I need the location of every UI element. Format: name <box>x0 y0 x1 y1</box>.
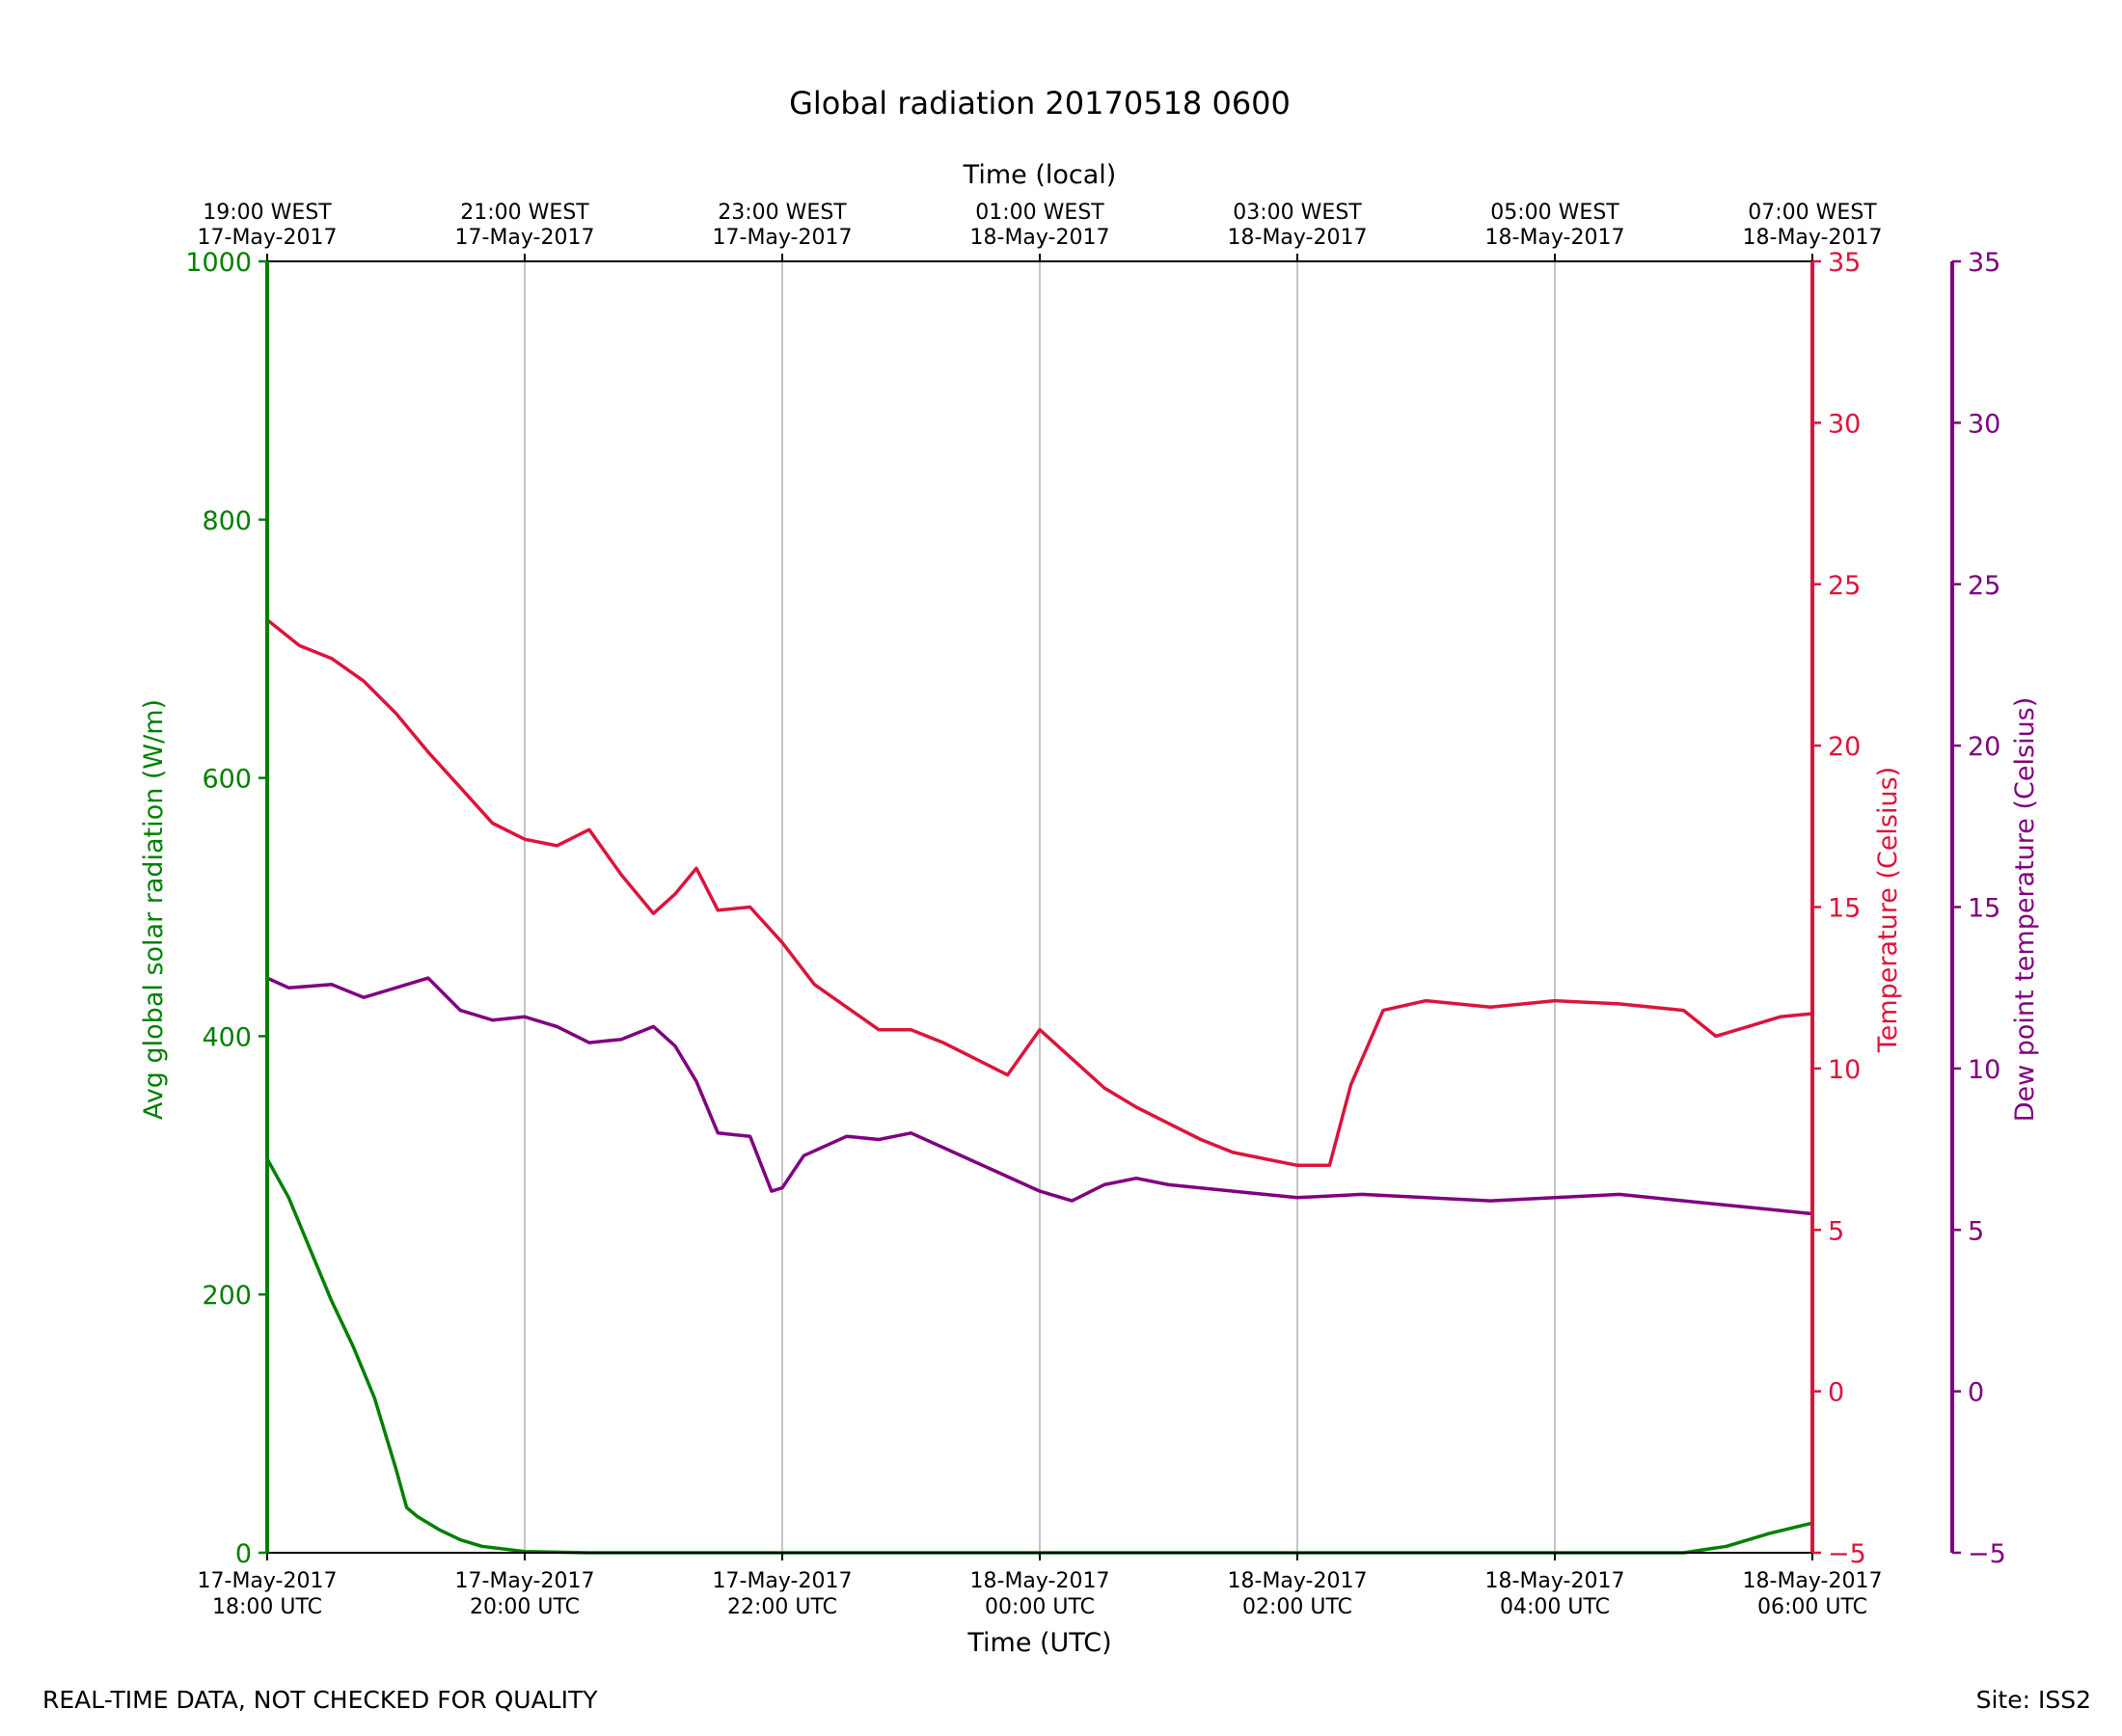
x-tick-label-top-time: 21:00 WEST <box>460 201 589 225</box>
dewpoint-y-tick-label: 5 <box>1968 1216 1984 1246</box>
radiation-y-tick-label: 200 <box>202 1281 252 1311</box>
x-tick-label-bottom-time: 00:00 UTC <box>985 1595 1095 1619</box>
quality-disclaimer: REAL-TIME DATA, NOT CHECKED FOR QUALITY <box>42 1686 598 1714</box>
dewpoint-y-tick-label: 35 <box>1968 248 2000 278</box>
temperature-y-tick-label: 0 <box>1828 1378 1844 1408</box>
dewpoint-y-tick-label: 25 <box>1968 571 2000 601</box>
radiation-y-tick-label: 1000 <box>185 248 252 278</box>
site-label: Site: ISS2 <box>1975 1686 2091 1714</box>
x-tick-label-bottom-time: 04:00 UTC <box>1500 1595 1610 1619</box>
x-tick-label-top-time: 01:00 WEST <box>975 201 1104 225</box>
x-tick-label-top-date: 18-May-2017 <box>1743 226 1883 250</box>
x-tick-label-top-date: 18-May-2017 <box>1485 226 1625 250</box>
x-tick-label-bottom-date: 17-May-2017 <box>713 1569 853 1593</box>
x-tick-label-bottom-date: 18-May-2017 <box>1743 1569 1883 1593</box>
temperature-y-tick-label: 15 <box>1828 894 1861 924</box>
x-tick-label-top-time: 05:00 WEST <box>1490 201 1619 225</box>
x-tick-label-bottom-time: 22:00 UTC <box>727 1595 837 1619</box>
x-tick-label-bottom-date: 17-May-2017 <box>198 1569 338 1593</box>
x-tick-label-top-date: 17-May-2017 <box>198 226 338 250</box>
x-tick-label-top-time: 19:00 WEST <box>203 201 332 225</box>
x-tick-label-bottom-time: 18:00 UTC <box>212 1595 322 1619</box>
x-tick-label-bottom-time: 06:00 UTC <box>1757 1595 1867 1619</box>
x-tick-label-bottom-date: 17-May-2017 <box>455 1569 595 1593</box>
x-tick-label-top-date: 17-May-2017 <box>713 226 853 250</box>
radiation-y-tick-label: 400 <box>202 1022 252 1052</box>
y-axis-dewpoint-label: Dew point temperature (Celsius) <box>2010 697 2040 1123</box>
radiation-y-tick-label: 0 <box>235 1539 252 1569</box>
radiation-y-tick-label: 800 <box>202 506 252 536</box>
x-tick-label-bottom-date: 18-May-2017 <box>1228 1569 1368 1593</box>
x-tick-label-bottom-time: 02:00 UTC <box>1242 1595 1352 1619</box>
temperature-y-tick-label: 20 <box>1828 732 1861 762</box>
dewpoint-y-tick-label: 15 <box>1968 894 2000 924</box>
chart-title: Global radiation 20170518 0600 <box>789 85 1291 122</box>
temperature-y-tick-label: 35 <box>1828 248 1861 278</box>
dewpoint-y-tick-label: 30 <box>1968 409 2000 439</box>
temperature-series-line <box>265 617 1814 1168</box>
dewpoint-y-tick-label: 20 <box>1968 732 2000 762</box>
x-tick-label-top-time: 07:00 WEST <box>1748 201 1877 225</box>
temperature-y-tick-label: 5 <box>1828 1216 1844 1246</box>
x-tick-label-top-date: 17-May-2017 <box>455 226 595 250</box>
temperature-y-tick-label: 30 <box>1828 409 1861 439</box>
x-axis-bottom-label: Time (UTC) <box>966 1628 1111 1658</box>
grid-lines <box>524 261 1556 1553</box>
x-tick-label-top-date: 18-May-2017 <box>1228 226 1368 250</box>
dewpoint-y-tick-label: −5 <box>1968 1539 2006 1569</box>
x-tick-label-bottom-time: 20:00 UTC <box>470 1595 580 1619</box>
radiation-y-tick-label: 600 <box>202 765 252 795</box>
x-axis-top-label: Time (local) <box>963 160 1117 190</box>
dewpoint-y-tick-label: 0 <box>1968 1378 1984 1408</box>
x-tick-label-top-time: 03:00 WEST <box>1233 201 1362 225</box>
x-tick-label-bottom-date: 18-May-2017 <box>970 1569 1110 1593</box>
x-tick-label-top-time: 23:00 WEST <box>718 201 847 225</box>
y-axis-temperature-label: Temperature (Celsius) <box>1873 767 1903 1053</box>
y-axis-radiation-label: Avg global solar radiation (W/m) <box>139 699 169 1120</box>
dewpoint-series-line <box>265 976 1814 1216</box>
temperature-y-tick-label: 10 <box>1828 1055 1861 1085</box>
temperature-y-tick-label: −5 <box>1828 1539 1866 1569</box>
temperature-y-tick-label: 25 <box>1828 571 1861 601</box>
x-tick-label-bottom-date: 18-May-2017 <box>1485 1569 1625 1593</box>
dewpoint-y-tick-label: 10 <box>1968 1055 2000 1085</box>
x-tick-label-top-date: 18-May-2017 <box>970 226 1110 250</box>
